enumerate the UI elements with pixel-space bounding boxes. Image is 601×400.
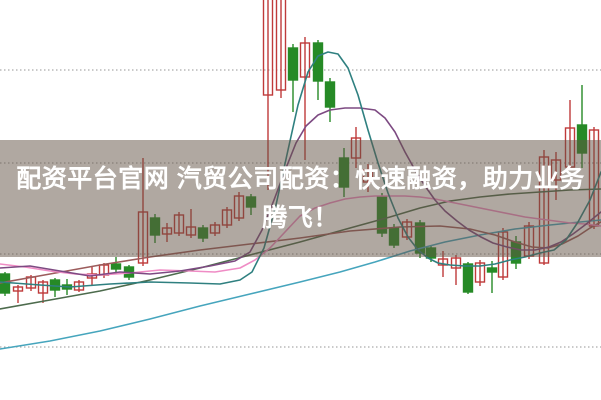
- banner-title-line1: 配资平台官网 汽贸公司配资：快速融资，助力业务: [16, 165, 585, 193]
- candle-down: [287, 47, 299, 81]
- candle-up: [437, 258, 449, 266]
- ma-fast-teal: [0, 51, 601, 288]
- candle-up: [262, 0, 274, 96]
- candle-up: [12, 286, 24, 292]
- candle-down: [324, 81, 336, 108]
- candle-up: [450, 257, 462, 269]
- candle-up: [474, 262, 486, 283]
- candle-down: [0, 273, 11, 294]
- candle-down: [462, 263, 474, 293]
- candle-up: [299, 42, 311, 78]
- candle-down: [486, 267, 498, 273]
- candle-up: [275, 0, 287, 91]
- candle-up: [37, 281, 49, 294]
- promo-banner: 配资平台官网 汽贸公司配资：快速融资，助力业务 腾飞！: [0, 140, 601, 257]
- banner-title-line2: 腾飞！: [262, 204, 339, 232]
- candle-down: [110, 263, 122, 270]
